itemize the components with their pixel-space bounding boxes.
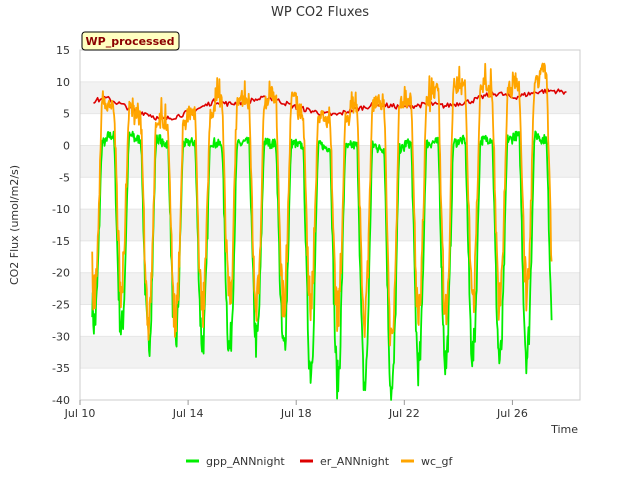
processed-badge: WP_processed <box>81 31 180 51</box>
y-tick-label: -10 <box>52 203 70 216</box>
x-tick-label: Jul 10 <box>64 407 96 420</box>
y-tick-label: -35 <box>52 362 70 375</box>
y-tick-label: -20 <box>52 267 70 280</box>
badge-box <box>81 31 180 51</box>
x-tick-label: Jul 18 <box>280 407 312 420</box>
x-axis-ticks: Jul 10 Jul 14 Jul 18 Jul 22 Jul 26 <box>64 400 528 420</box>
legend-label: gpp_ANNnight <box>206 455 285 468</box>
y-tick-label: -15 <box>52 235 70 248</box>
y-tick-label: -5 <box>59 171 70 184</box>
x-tick-label: Jul 26 <box>496 407 528 420</box>
y-tick-label: -30 <box>52 330 70 343</box>
badge-label: WP_processed <box>86 35 175 48</box>
grid-band <box>80 336 580 369</box>
x-tick-label: Jul 22 <box>388 407 420 420</box>
y-tick-label: 5 <box>63 108 70 121</box>
legend: gpp_ANNnight er_ANNnight wc_gf <box>186 455 454 468</box>
grid-band <box>80 272 580 305</box>
y-axis-ticks: 15 10 5 0 -5 -10 -15 -20 -25 -30 -35 -40 <box>52 44 70 407</box>
series-layer <box>91 62 567 401</box>
y-axis-label: CO2 Flux (umol/m2/s) <box>8 165 21 285</box>
plot-area-border <box>79 49 581 401</box>
y-tick-label: -25 <box>52 299 70 312</box>
legend-label: wc_gf <box>421 455 454 468</box>
x-axis-label: Time <box>550 423 578 436</box>
y-tick-label: 15 <box>56 44 70 57</box>
y-tick-label: -40 <box>52 394 70 407</box>
chart-title: WP CO2 Fluxes <box>271 5 369 20</box>
legend-label: er_ANNnight <box>320 455 390 468</box>
x-tick-label: Jul 14 <box>172 407 204 420</box>
y-tick-label: 0 <box>63 139 70 152</box>
y-tick-label: 10 <box>56 76 70 89</box>
series-line-wc_gf <box>91 62 553 347</box>
